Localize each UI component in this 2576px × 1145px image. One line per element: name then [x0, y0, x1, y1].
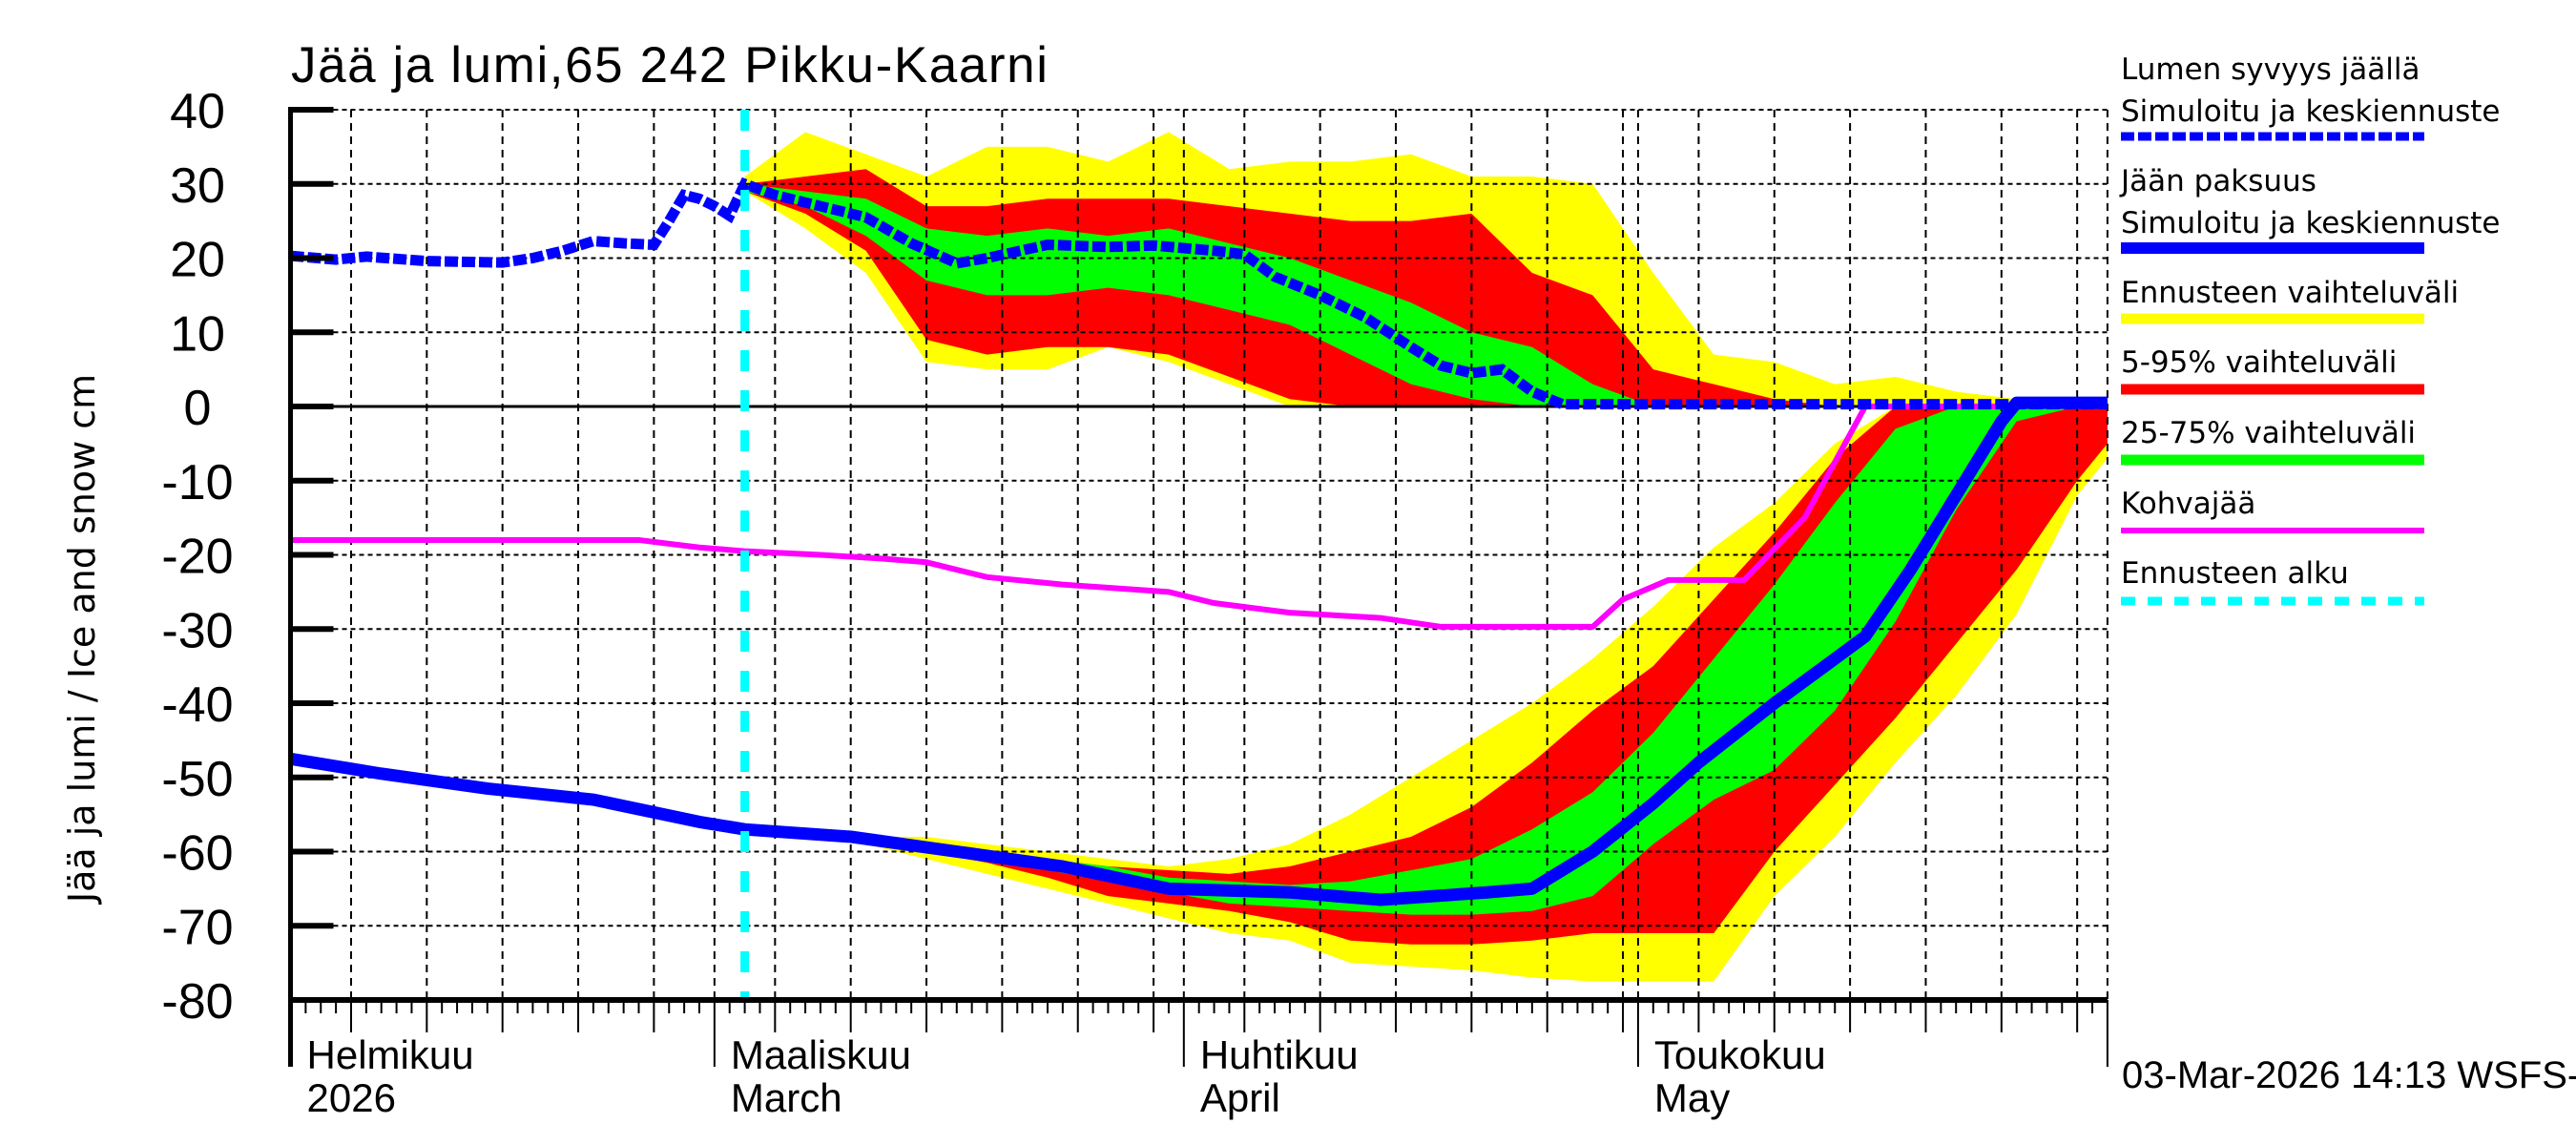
y-tick-label: -10	[161, 455, 233, 510]
legend-label: Jään paksuus	[2119, 164, 2316, 198]
month-label: Huhtikuu	[1200, 1032, 1359, 1077]
forecast-bands	[744, 132, 2108, 982]
month-label: Toukokuu	[1654, 1032, 1826, 1077]
legend-label: 5-95% vaihteluväli	[2121, 345, 2397, 380]
series-lines	[289, 110, 2108, 1000]
y-tick-label: -20	[161, 530, 233, 585]
month-sublabel: March	[731, 1075, 842, 1120]
chart-title: Jää ja lumi,65 242 Pikku-Kaarni	[291, 37, 1048, 94]
y-tick-label: 10	[170, 306, 225, 362]
y-tick-label: -50	[161, 752, 233, 807]
legend: Lumen syvyys jäällä Simuloitu ja keskienn…	[2119, 52, 2500, 606]
slush-ice-line	[290, 404, 2017, 630]
y-tick-label: 0	[184, 381, 212, 436]
y-tick-label: 40	[170, 84, 225, 139]
y-tick-label: -40	[161, 677, 233, 733]
legend-label: 25-75% vaihteluväli	[2121, 416, 2416, 450]
month-sublabel: April	[1200, 1075, 1280, 1120]
axes: 40 30 20 10 0 -10 -20 -30 -40 -50 -60 -70 -80 Helmiku…	[161, 84, 2109, 1120]
legend-label: Kohvajää	[2121, 487, 2255, 521]
legend-label: Ennusteen vaihteluväli	[2121, 276, 2459, 310]
y-tick-label: -30	[161, 603, 233, 658]
timestamp: 03-Mar-2026 14:13 WSFS-P	[2122, 1054, 2576, 1096]
month-sublabel: 2026	[307, 1075, 396, 1120]
ice-5-95-band	[744, 406, 2108, 945]
y-tick-label: -60	[161, 826, 233, 882]
snow-5-95-band	[744, 169, 2108, 406]
snow-depth-line	[290, 177, 2108, 410]
month-sublabel: May	[1654, 1075, 1730, 1120]
snow-25-75-band	[744, 183, 2108, 406]
y-tick-label: -80	[161, 974, 233, 1030]
legend-label: Ennusteen alku	[2121, 556, 2349, 591]
y-tick-label: 30	[170, 158, 225, 214]
y-tick-label: 20	[170, 233, 225, 288]
y-axis-label: Jää ja lumi / Ice and snow cm	[61, 374, 103, 905]
y-tick-label: -70	[161, 900, 233, 955]
month-label: Helmikuu	[307, 1032, 474, 1077]
legend-sublabel: Simuloitu ja keskiennuste	[2121, 206, 2500, 240]
legend-sublabel: Simuloitu ja keskiennuste	[2121, 94, 2500, 129]
legend-label: Lumen syvyys jäällä	[2121, 52, 2420, 87]
month-label: Maaliskuu	[731, 1032, 911, 1077]
ice-thickness-line	[289, 396, 2108, 906]
